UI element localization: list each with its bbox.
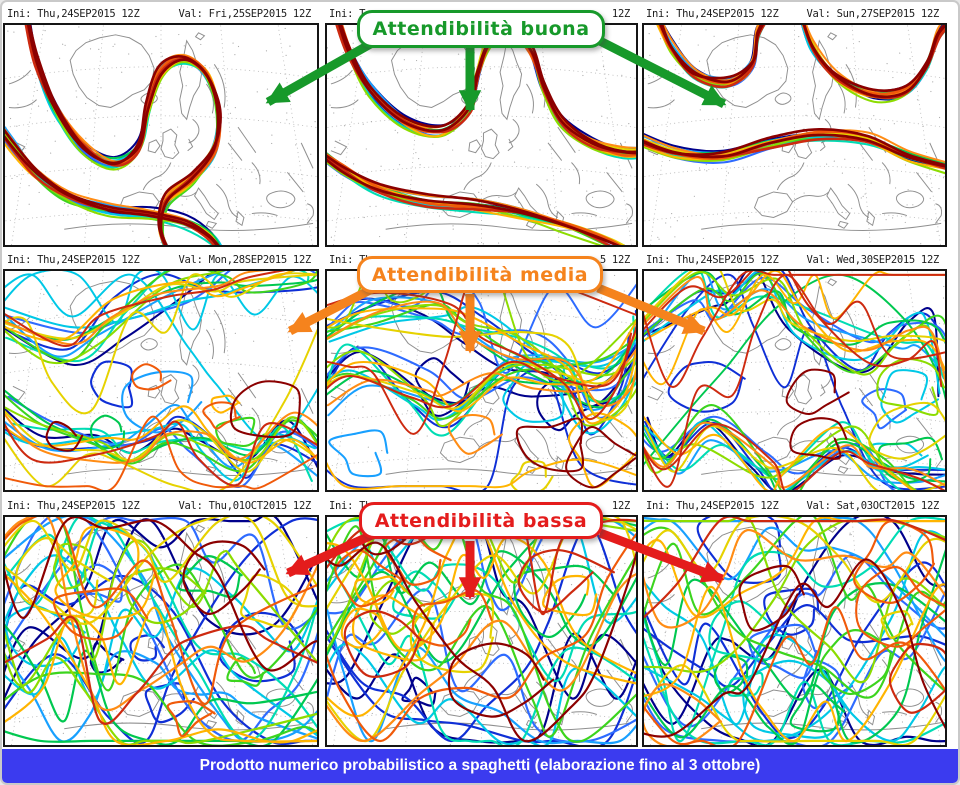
callout-attendibilita-buona: Attendibilità buona xyxy=(357,10,605,48)
spaghetti-map xyxy=(3,23,319,247)
panel-init-time: Ini: Thu,24SEP2015 12Z xyxy=(7,499,140,512)
panel-init-time: Ini: Thu,24SEP2015 12Z xyxy=(646,253,779,266)
spaghetti-map xyxy=(3,269,319,492)
panel-init-time: Ini: Thu,24SEP2015 12Z xyxy=(646,7,779,20)
panel-valid-time: Val: Wed,30SEP2015 12Z xyxy=(806,253,940,266)
callout-label: Attendibilità bassa xyxy=(374,509,588,532)
panel-valid-time: Val: Sun,27SEP2015 12Z xyxy=(806,7,940,20)
panel-valid-time: Val: Fri,25SEP2015 12Z xyxy=(178,7,312,20)
panel-header: Ini: Thu,24SEP2015 12Z Val: Sat,03OCT2015… xyxy=(642,496,947,515)
panel-cell: Ini: Thu,24SEP2015 12Z Val: Fri,25SEP2015… xyxy=(3,4,319,247)
panel-cell: Ini: Thu,24SEP2015 12Z Val: Wed,30SEP2015… xyxy=(642,250,947,492)
panel-header: Ini: Thu,24SEP2015 12Z Val: Mon,28SEP2015… xyxy=(3,250,319,269)
spaghetti-map xyxy=(325,23,638,247)
panel-init-time: Ini: Thu,24SEP2015 12Z xyxy=(7,7,140,20)
panel-cell: Ini: Th 5 12Z xyxy=(325,250,638,492)
panel-header: Ini: Thu,24SEP2015 12Z Val: Fri,25SEP2015… xyxy=(3,4,319,23)
panel-header: Ini: Thu,24SEP2015 12Z Val: Thu,01OCT2015… xyxy=(3,496,319,515)
panel-cell: Ini: Thu,24SEP2015 12Z Val: Sun,27SEP2015… xyxy=(642,4,947,247)
spaghetti-map xyxy=(642,269,947,492)
panel-valid-time: 12Z xyxy=(611,499,630,512)
caption-text: Prodotto numerico probabilistico a spagh… xyxy=(199,757,761,774)
callout-label: Attendibilità media xyxy=(371,263,589,286)
spaghetti-map xyxy=(325,269,638,492)
panel-valid-time: Val: Thu,01OCT2015 12Z xyxy=(178,499,312,512)
callout-attendibilita-bassa: Attendibilità bassa xyxy=(359,502,603,539)
callout-attendibilita-media: Attendibilità media xyxy=(357,256,603,293)
panel-init-time: Ini: Thu,24SEP2015 12Z xyxy=(7,253,140,266)
caption-bar: Prodotto numerico probabilistico a spagh… xyxy=(2,749,958,783)
spaghetti-map xyxy=(642,515,947,747)
panel-valid-time: 12Z xyxy=(611,7,630,20)
panel-header: Ini: Thu,24SEP2015 12Z Val: Sun,27SEP2015… xyxy=(642,4,947,23)
panel-valid-time: 5 12Z xyxy=(599,253,630,266)
panel-header: Ini: Th 12Z xyxy=(325,496,638,515)
spaghetti-map xyxy=(325,515,638,747)
panel-init-time: Ini: Thu,24SEP2015 12Z xyxy=(646,499,779,512)
panel-cell: Ini: Thu,24SEP2015 12Z Val: Thu,01OCT2015… xyxy=(3,496,319,747)
panel-valid-time: Val: Mon,28SEP2015 12Z xyxy=(178,253,312,266)
panel-cell: Ini: Th 12Z xyxy=(325,496,638,747)
spaghetti-map xyxy=(642,23,947,247)
callout-label: Attendibilità buona xyxy=(372,18,590,40)
panel-cell: Ini: Thu,24SEP2015 12Z Val: Mon,28SEP2015… xyxy=(3,250,319,492)
panel-header: Ini: Thu,24SEP2015 12Z Val: Wed,30SEP2015… xyxy=(642,250,947,269)
panel-valid-time: Val: Sat,03OCT2015 12Z xyxy=(806,499,940,512)
panel-cell: Ini: Thu,24SEP2015 12Z Val: Sat,03OCT2015… xyxy=(642,496,947,747)
spaghetti-map xyxy=(3,515,319,747)
